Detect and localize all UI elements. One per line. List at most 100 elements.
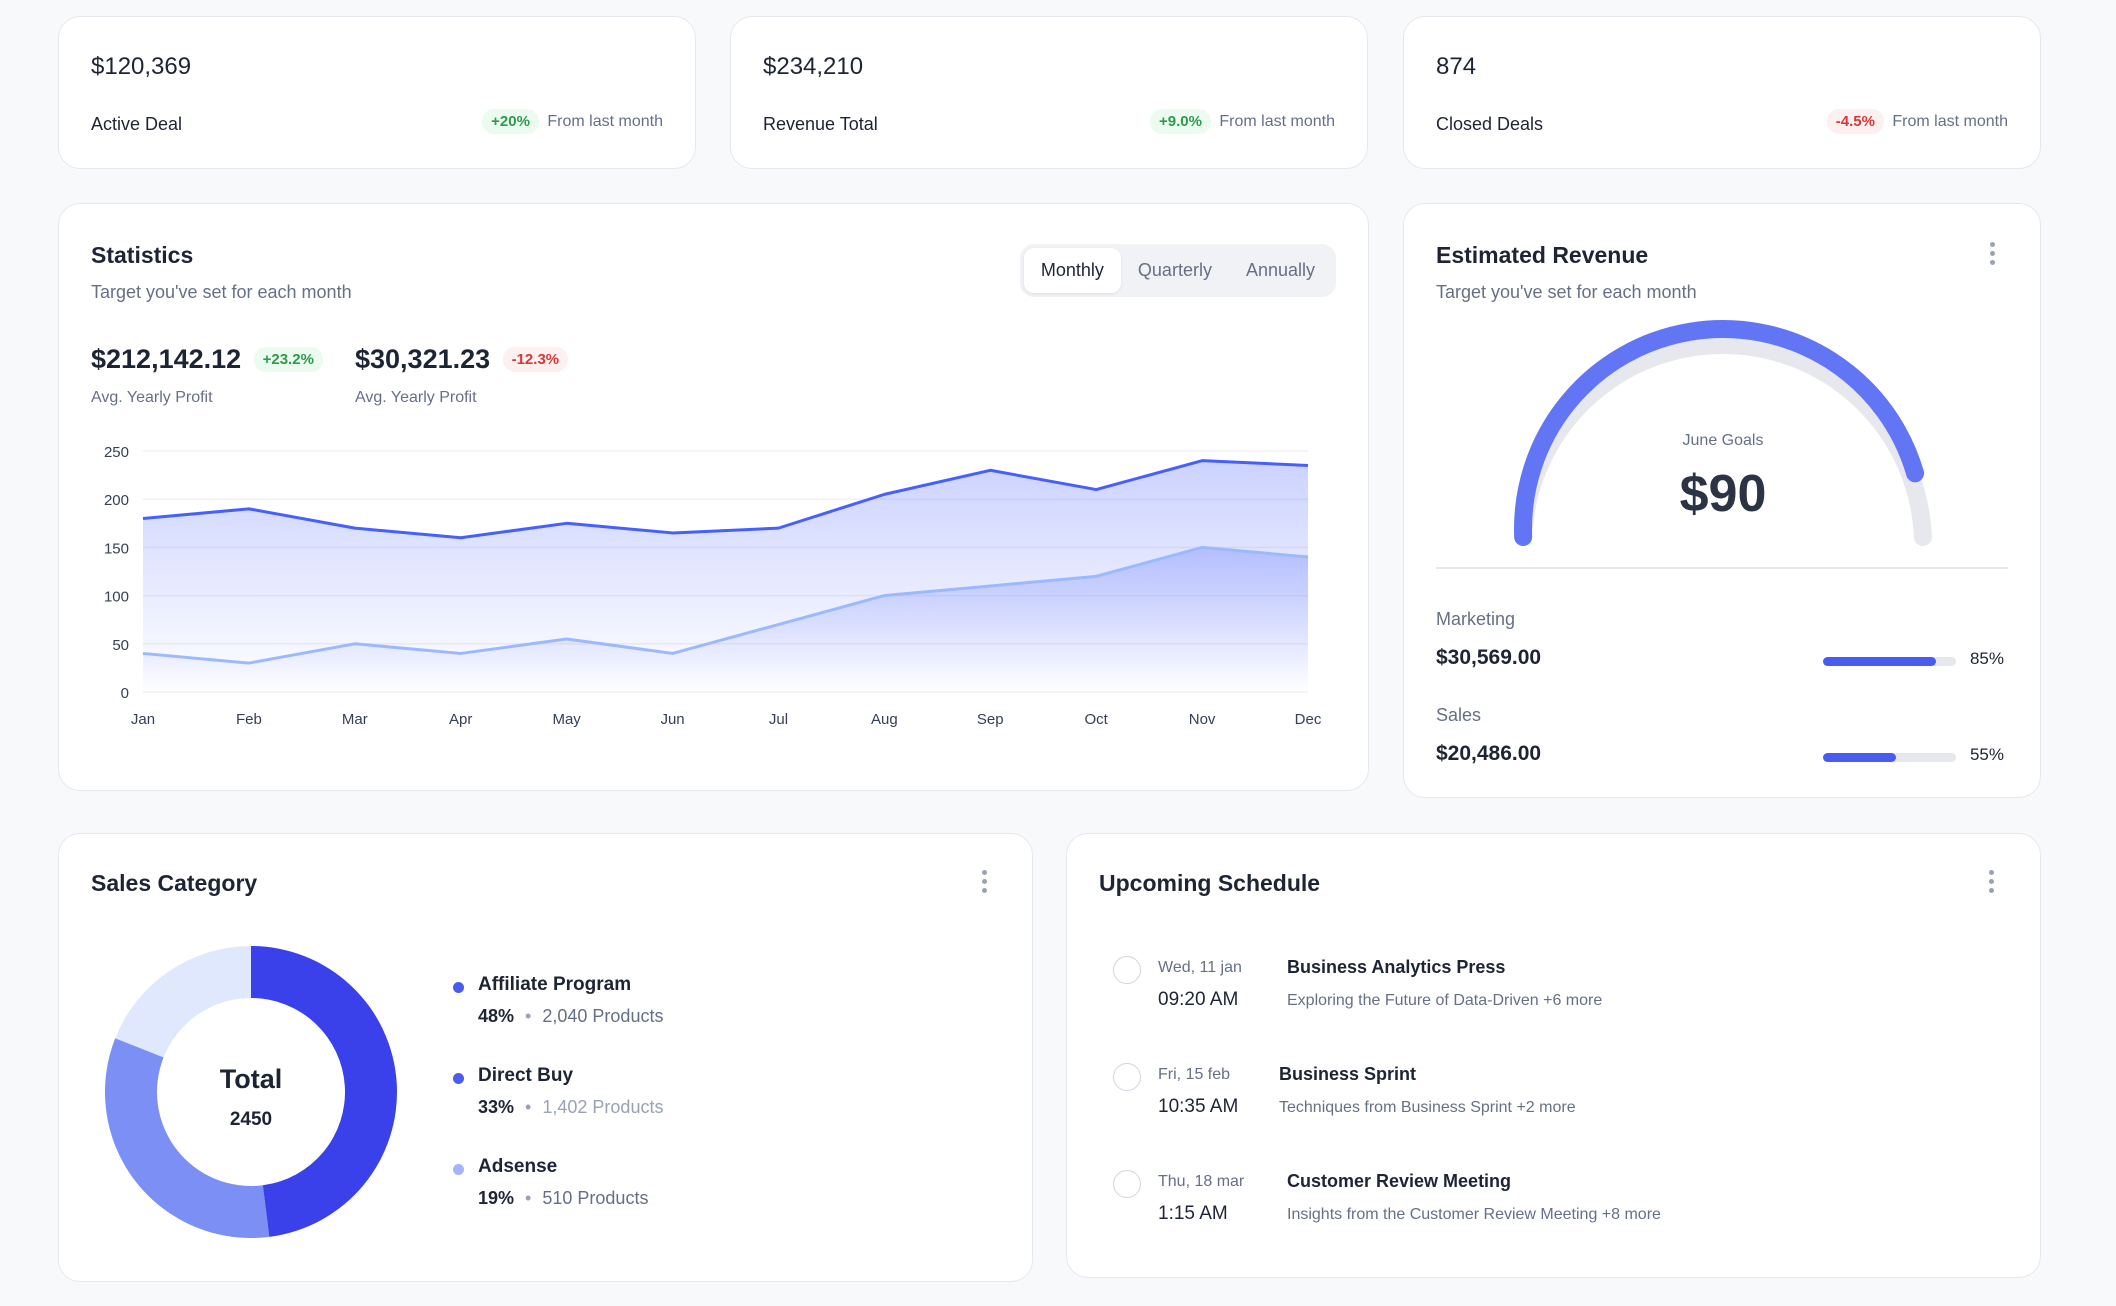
revenue-item-label: Marketing [1436, 609, 1516, 629]
legend-stats: 33% • 1,402 Products [478, 1097, 664, 1117]
revenue-progress-fill [1823, 657, 1937, 666]
statistics-subtitle: Target you've set for each month [91, 282, 352, 302]
statistics-title: Statistics [91, 242, 194, 268]
revenue-item-percent: 55% [1969, 745, 2004, 764]
kpi-value: 874 [1436, 53, 1477, 80]
kpi-change-note: From last month [547, 113, 663, 130]
schedule-title[interactable]: Business Analytics Press [1287, 957, 1506, 977]
schedule-title[interactable]: Business Sprint [1279, 1064, 1417, 1084]
kpi-value: $234,210 [763, 53, 864, 80]
kpi-label: Closed Deals [1436, 114, 1544, 134]
y-tick-label: 0 [121, 685, 129, 702]
kpi-label: Active Deal [91, 114, 183, 134]
metric-value: $30,321.23 [355, 344, 491, 374]
goal-gauge [1514, 320, 1932, 546]
y-tick-label: 150 [104, 540, 129, 557]
metric-change: -12.3% [502, 347, 569, 372]
metric-1: $212,142.12 +23.2% Avg. Yearly Profit [91, 344, 323, 407]
statistics-card: Statistics Target you've set for each mo… [58, 203, 1369, 791]
schedule-description: Exploring the Future of Data-Driven +6 m… [1287, 992, 1603, 1009]
estimated-title: Estimated Revenue [1436, 242, 1649, 268]
legend-percent: 33% [478, 1097, 515, 1117]
statistics-chart: 0 50 100 150 200 250 Jan Feb Mar Apr May Jun Jul Aug S… [104, 444, 1322, 728]
estimated-revenue-card: Estimated Revenue Target you've set for … [1403, 203, 2041, 798]
x-tick-label: Feb [236, 711, 262, 728]
series-line-1 [142, 459, 1309, 540]
more-options-icon[interactable] [1990, 242, 1996, 266]
revenue-item-label: Sales [1436, 705, 1482, 725]
y-tick-label: 250 [104, 444, 129, 461]
donut-total-label: Total [219, 1064, 283, 1094]
legend-name: Affiliate Program [478, 974, 632, 995]
x-tick-label: Jan [131, 711, 155, 728]
legend-products: 510 Products [542, 1188, 649, 1208]
kpi-change: +9.0% From last month [1150, 109, 1335, 134]
kpi-change-badge: -4.5% [1826, 109, 1884, 134]
schedule-time: 10:35 AM [1158, 1096, 1239, 1117]
schedule-date: Fri, 15 feb [1158, 1066, 1231, 1083]
kpi-change-note: From last month [1892, 113, 2008, 130]
gauge-progress [1514, 320, 1925, 546]
x-tick-label: Dec [1295, 711, 1322, 728]
divider [1436, 567, 2008, 569]
x-tick-label: Jul [769, 711, 788, 728]
kpi-card: $234,210 Revenue Total +9.0% From last m… [730, 16, 1368, 169]
schedule-title: Upcoming Schedule [1099, 870, 1321, 896]
more-options-icon[interactable] [1989, 870, 1995, 894]
legend-stats: 48% • 2,040 Products [478, 1006, 664, 1026]
kpi-change-badge: +20% [482, 109, 539, 134]
gauge-value: $90 [1679, 465, 1767, 523]
legend-products: 2,040 Products [542, 1006, 664, 1026]
y-tick-label: 100 [104, 589, 129, 606]
metric-label: Avg. Yearly Profit [91, 389, 213, 406]
legend-stats: 19% • 510 Products [478, 1188, 649, 1208]
tab-quarterly[interactable]: Quarterly [1137, 260, 1212, 280]
revenue-progress-bar [1823, 657, 1956, 666]
more-options-icon[interactable] [982, 870, 988, 894]
revenue-progress-bar [1823, 753, 1956, 762]
kpi-value: $120,369 [91, 53, 192, 80]
legend-name: Adsense [478, 1156, 558, 1177]
schedule-checkbox[interactable] [1113, 1063, 1141, 1091]
x-tick-label: Jun [660, 711, 684, 728]
estimated-subtitle: Target you've set for each month [1436, 282, 1697, 302]
period-tabs: Monthly Quarterly Annually [1019, 244, 1336, 297]
x-tick-label: Oct [1085, 711, 1109, 728]
kpi-change-note: From last month [1219, 113, 1335, 130]
legend-dot [453, 982, 464, 993]
x-tick-label: Apr [449, 711, 472, 728]
donut-segment [115, 946, 252, 1058]
donut-total-value: 2450 [229, 1109, 273, 1130]
legend-name: Direct Buy [478, 1065, 574, 1086]
schedule-checkbox[interactable] [1113, 1170, 1141, 1198]
x-tick-label: May [552, 711, 581, 728]
schedule-title[interactable]: Customer Review Meeting [1287, 1171, 1512, 1191]
sales-category-card: Sales Category Total 2450 Affiliate Prog… [58, 833, 1033, 1282]
revenue-item-value: $30,569.00 [1436, 646, 1542, 669]
revenue-item-value: $20,486.00 [1436, 742, 1542, 765]
x-tick-label: Nov [1189, 711, 1216, 728]
schedule-checkbox[interactable] [1113, 956, 1141, 984]
kpi-change-badge: +9.0% [1150, 109, 1211, 134]
donut-segment [104, 1038, 270, 1238]
schedule-time: 09:20 AM [1158, 989, 1239, 1010]
schedule-date: Wed, 11 jan [1158, 959, 1242, 976]
schedule-description: Insights from the Customer Review Meetin… [1287, 1206, 1661, 1223]
revenue-item-percent: 85% [1969, 649, 2004, 668]
metric-2: $30,321.23 -12.3% Avg. Yearly Profit [355, 344, 569, 407]
metric-value: $212,142.12 [91, 344, 242, 374]
sales-title: Sales Category [91, 870, 258, 896]
legend-dot [453, 1073, 464, 1084]
x-tick-label: Aug [871, 711, 898, 728]
schedule-description: Techniques from Business Sprint +2 more [1279, 1099, 1576, 1116]
series-line-2 [142, 545, 1309, 665]
tab-monthly[interactable]: Monthly [1023, 248, 1121, 293]
x-tick-label: Mar [342, 711, 368, 728]
kpi-change: -4.5% From last month [1826, 109, 2008, 134]
legend-dot [453, 1164, 464, 1175]
kpi-card: $120,369 Active Deal +20% From last mont… [58, 16, 696, 169]
kpi-label: Revenue Total [763, 114, 878, 134]
y-tick-label: 50 [112, 637, 129, 654]
tab-annually[interactable]: Annually [1245, 260, 1315, 280]
y-tick-label: 200 [104, 492, 129, 509]
